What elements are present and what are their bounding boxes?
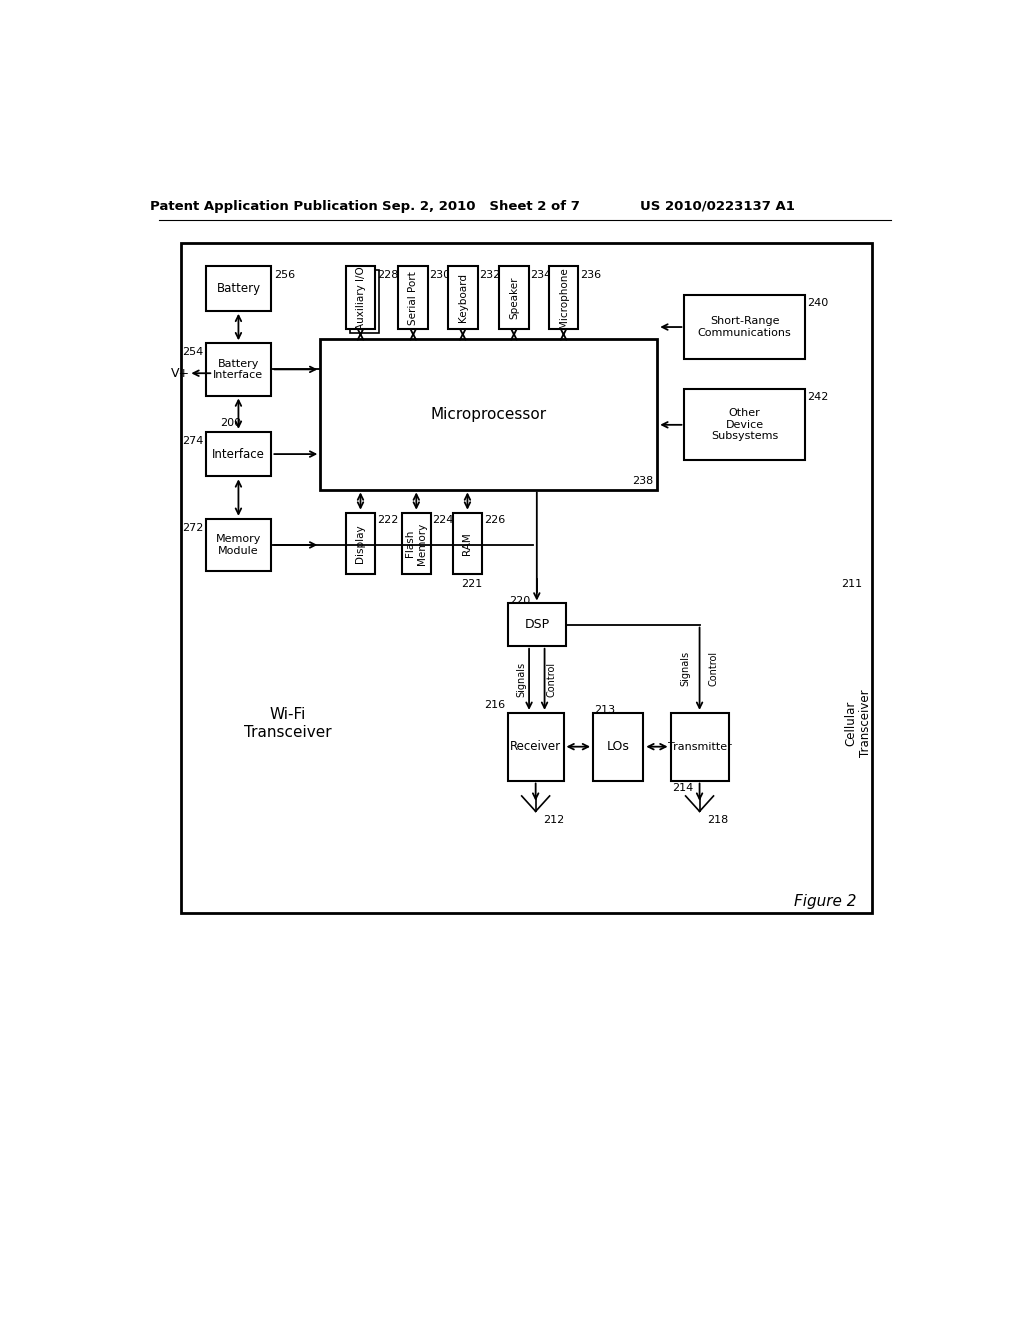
Text: 200: 200 xyxy=(220,417,242,428)
Bar xyxy=(449,267,477,330)
Text: Patent Application Publication: Patent Application Publication xyxy=(150,199,378,213)
Text: 212: 212 xyxy=(544,816,564,825)
Text: Signals: Signals xyxy=(517,661,526,697)
Bar xyxy=(206,267,271,312)
Text: Flash
Memory: Flash Memory xyxy=(406,523,427,565)
Text: 214: 214 xyxy=(672,783,693,793)
Text: US 2010/0223137 A1: US 2010/0223137 A1 xyxy=(640,199,795,213)
Text: 254: 254 xyxy=(182,347,203,356)
Text: Memory
Module: Memory Module xyxy=(216,535,261,556)
Text: Battery: Battery xyxy=(216,282,260,296)
Text: Interface: Interface xyxy=(212,447,265,461)
Text: Display: Display xyxy=(355,524,366,562)
Bar xyxy=(321,339,657,490)
Text: RAM: RAM xyxy=(463,532,472,554)
Text: 236: 236 xyxy=(580,271,601,280)
Text: Figure 2: Figure 2 xyxy=(794,894,856,909)
Text: Transmitter: Transmitter xyxy=(668,742,731,751)
Text: Microphone: Microphone xyxy=(558,268,568,329)
Text: Receiver: Receiver xyxy=(510,741,561,754)
Text: Keyboard: Keyboard xyxy=(458,273,468,322)
Text: 218: 218 xyxy=(708,816,728,825)
Text: 256: 256 xyxy=(273,271,295,280)
Text: 272: 272 xyxy=(182,523,203,532)
Bar xyxy=(349,271,379,333)
Text: Sep. 2, 2010   Sheet 2 of 7: Sep. 2, 2010 Sheet 2 of 7 xyxy=(382,199,580,213)
Text: V+: V+ xyxy=(171,367,190,380)
Bar xyxy=(183,589,484,859)
Text: 228: 228 xyxy=(377,271,398,280)
Text: 216: 216 xyxy=(484,701,506,710)
Bar xyxy=(346,512,375,574)
Bar xyxy=(684,296,805,359)
Bar xyxy=(206,519,271,572)
Text: 274: 274 xyxy=(182,436,203,446)
Text: Other
Device
Subsystems: Other Device Subsystems xyxy=(711,408,778,441)
Text: 240: 240 xyxy=(807,298,828,308)
Text: Auxiliary I/O: Auxiliary I/O xyxy=(355,265,366,330)
Text: Speaker: Speaker xyxy=(509,276,519,319)
Text: 232: 232 xyxy=(479,271,501,280)
Text: 221: 221 xyxy=(461,579,482,589)
Bar xyxy=(206,343,271,396)
Bar xyxy=(593,713,643,780)
Bar xyxy=(508,713,563,780)
Text: 242: 242 xyxy=(807,392,828,401)
Text: Serial Port: Serial Port xyxy=(409,271,418,325)
Text: 230: 230 xyxy=(429,271,451,280)
Bar xyxy=(453,512,482,574)
Text: 234: 234 xyxy=(530,271,552,280)
Text: 211: 211 xyxy=(841,579,862,589)
Text: 222: 222 xyxy=(377,515,398,525)
Bar xyxy=(398,267,428,330)
Bar xyxy=(549,267,579,330)
Text: DSP: DSP xyxy=(524,618,549,631)
Bar xyxy=(486,589,866,859)
Text: 213: 213 xyxy=(595,705,615,715)
Bar xyxy=(684,389,805,461)
Bar xyxy=(671,713,729,780)
Text: Control: Control xyxy=(709,651,719,686)
Bar xyxy=(508,603,566,645)
Text: 226: 226 xyxy=(483,515,505,525)
Bar xyxy=(346,267,375,330)
Bar xyxy=(401,512,431,574)
Text: 224: 224 xyxy=(432,515,454,525)
Text: Signals: Signals xyxy=(680,651,690,686)
Text: LOs: LOs xyxy=(607,741,630,754)
Bar xyxy=(206,432,271,477)
Text: 220: 220 xyxy=(509,595,530,606)
Text: Wi-Fi
Transceiver: Wi-Fi Transceiver xyxy=(244,708,332,739)
Text: Control: Control xyxy=(547,661,557,697)
Text: Short-Range
Communications: Short-Range Communications xyxy=(697,317,792,338)
Bar xyxy=(180,243,872,913)
Bar xyxy=(500,267,528,330)
Text: 238: 238 xyxy=(632,475,653,486)
Text: Battery
Interface: Battery Interface xyxy=(213,359,263,380)
Text: Cellular
Transceiver: Cellular Transceiver xyxy=(844,690,872,758)
Text: Microprocessor: Microprocessor xyxy=(431,407,547,422)
